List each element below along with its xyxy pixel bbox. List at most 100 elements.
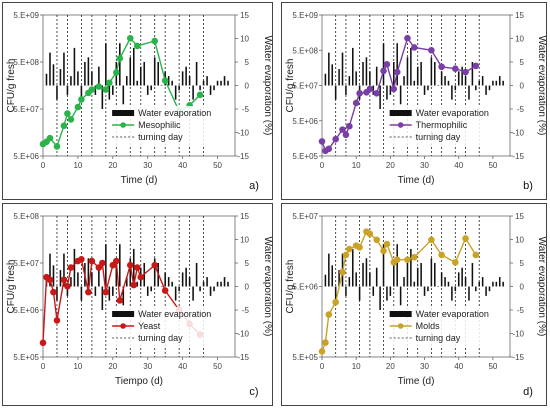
water-evaporation-bar xyxy=(132,47,135,86)
series-point xyxy=(126,34,134,42)
y-tick-label: 5.E+07 xyxy=(13,259,39,268)
water-evaporation-bar xyxy=(77,71,79,86)
x-tick-label: 50 xyxy=(213,161,222,170)
chart-b: 0 10 20 30 40 505.E+055.E+065.E+075.E+085.E+0… xyxy=(285,11,547,192)
y-tick-label: 5.E+07 xyxy=(292,212,318,221)
y2-tick-label: 5 xyxy=(520,58,525,67)
x-tick-label: 30 xyxy=(420,362,429,371)
water-evaporation-bar xyxy=(87,57,90,86)
water-evaporation-bar xyxy=(451,85,453,100)
water-evaporation-bar xyxy=(468,286,470,301)
legend-water-evaporation: Water evaporation xyxy=(416,309,489,319)
water-evaporation-bar xyxy=(454,85,457,91)
water-evaporation-bar xyxy=(185,267,187,287)
x-tick-label: 0 xyxy=(320,362,325,371)
y-tick-label: 5.E+05 xyxy=(292,152,318,161)
series-point xyxy=(151,37,159,45)
water-evaporation-bar xyxy=(495,80,498,86)
water-evaporation-bar xyxy=(331,64,334,86)
water-evaporation-bar xyxy=(420,62,422,86)
series-point xyxy=(60,122,68,130)
series-point xyxy=(393,68,401,76)
y2-axis-label: Water evaporation (%) xyxy=(536,237,547,337)
y2-tick-label: 10 xyxy=(240,35,249,44)
series-point xyxy=(452,65,459,72)
series-point xyxy=(373,236,380,244)
series-point xyxy=(366,230,374,238)
water-evaporation-bar xyxy=(345,286,347,296)
x-tick-label: 50 xyxy=(488,161,497,170)
water-evaporation-bar xyxy=(199,286,201,292)
legend-series: Mesophilic xyxy=(138,120,181,130)
water-evaporation-bar xyxy=(192,85,194,100)
series-point xyxy=(380,247,387,255)
y2-tick-label: 10 xyxy=(240,236,249,245)
y-tick-label: 5.E+08 xyxy=(13,58,39,67)
series-point xyxy=(99,259,106,267)
series-point xyxy=(404,256,411,263)
series-point xyxy=(373,90,380,97)
y2-tick-label: 5 xyxy=(520,259,525,268)
water-evaporation-bar xyxy=(94,286,97,296)
water-evaporation-bar xyxy=(195,62,198,86)
series-point xyxy=(332,135,339,143)
water-evaporation-bar xyxy=(143,62,146,86)
x-tick-label: 20 xyxy=(386,362,395,371)
series-point xyxy=(322,339,329,346)
water-evaporation-bar xyxy=(451,286,453,301)
y-axis-label: CFU/g fresh xyxy=(6,260,17,314)
water-evaporation-bar xyxy=(427,85,429,91)
water-evaporation-bar xyxy=(63,253,65,287)
series-point xyxy=(366,85,374,93)
series-point xyxy=(67,116,75,123)
x-tick-label: 0 xyxy=(320,161,325,170)
water-evaporation-bar xyxy=(444,277,446,287)
series-point xyxy=(126,261,134,269)
series-point xyxy=(346,245,353,253)
water-evaporation-bar xyxy=(348,76,351,86)
series-point xyxy=(342,251,350,259)
water-evaporation-bar xyxy=(403,76,405,86)
water-evaporation-bar xyxy=(220,80,222,86)
water-evaporation-bar xyxy=(471,62,474,86)
y2-tick-label: 15 xyxy=(240,11,249,20)
water-evaporation-bar xyxy=(98,267,100,287)
panel-label: b) xyxy=(523,180,533,192)
panel-label: c) xyxy=(249,386,258,398)
series-point xyxy=(113,69,120,76)
x-tick-label: 50 xyxy=(488,362,497,371)
water-evaporation-bar xyxy=(461,66,463,86)
water-evaporation-bar xyxy=(223,277,226,287)
series-point xyxy=(102,288,110,296)
water-evaporation-bar xyxy=(464,277,467,287)
y2-tick-label: -10 xyxy=(237,129,249,138)
legend-swatch-series-marker xyxy=(397,122,404,128)
water-evaporation-bar xyxy=(393,62,395,86)
water-evaporation-bar xyxy=(129,57,132,86)
water-evaporation-bar xyxy=(338,270,340,287)
water-evaporation-bar xyxy=(430,57,433,86)
water-evaporation-bar xyxy=(334,85,337,100)
y2-tick-label: 0 xyxy=(245,283,250,292)
water-evaporation-bar xyxy=(101,85,104,109)
series-point xyxy=(352,99,360,107)
water-evaporation-bar xyxy=(73,248,76,287)
water-evaporation-bar xyxy=(481,76,484,86)
series-point xyxy=(325,311,333,318)
x-tick-label: 40 xyxy=(178,362,187,371)
series-point xyxy=(325,145,333,153)
water-evaporation-bar xyxy=(434,62,436,86)
series-point xyxy=(452,259,459,266)
water-evaporation-bar xyxy=(362,62,364,86)
water-evaporation-bar xyxy=(440,272,443,287)
water-evaporation-bar xyxy=(136,80,139,86)
water-evaporation-bar xyxy=(174,85,177,100)
water-evaporation-bar xyxy=(132,248,135,287)
water-evaporation-bar xyxy=(59,69,62,86)
water-evaporation-bar xyxy=(331,265,334,287)
water-evaporation-bar xyxy=(185,66,187,86)
series-point xyxy=(196,91,204,99)
water-evaporation-bar xyxy=(355,272,357,287)
y2-tick-label: 10 xyxy=(515,236,524,245)
water-evaporation-bar xyxy=(475,286,477,292)
